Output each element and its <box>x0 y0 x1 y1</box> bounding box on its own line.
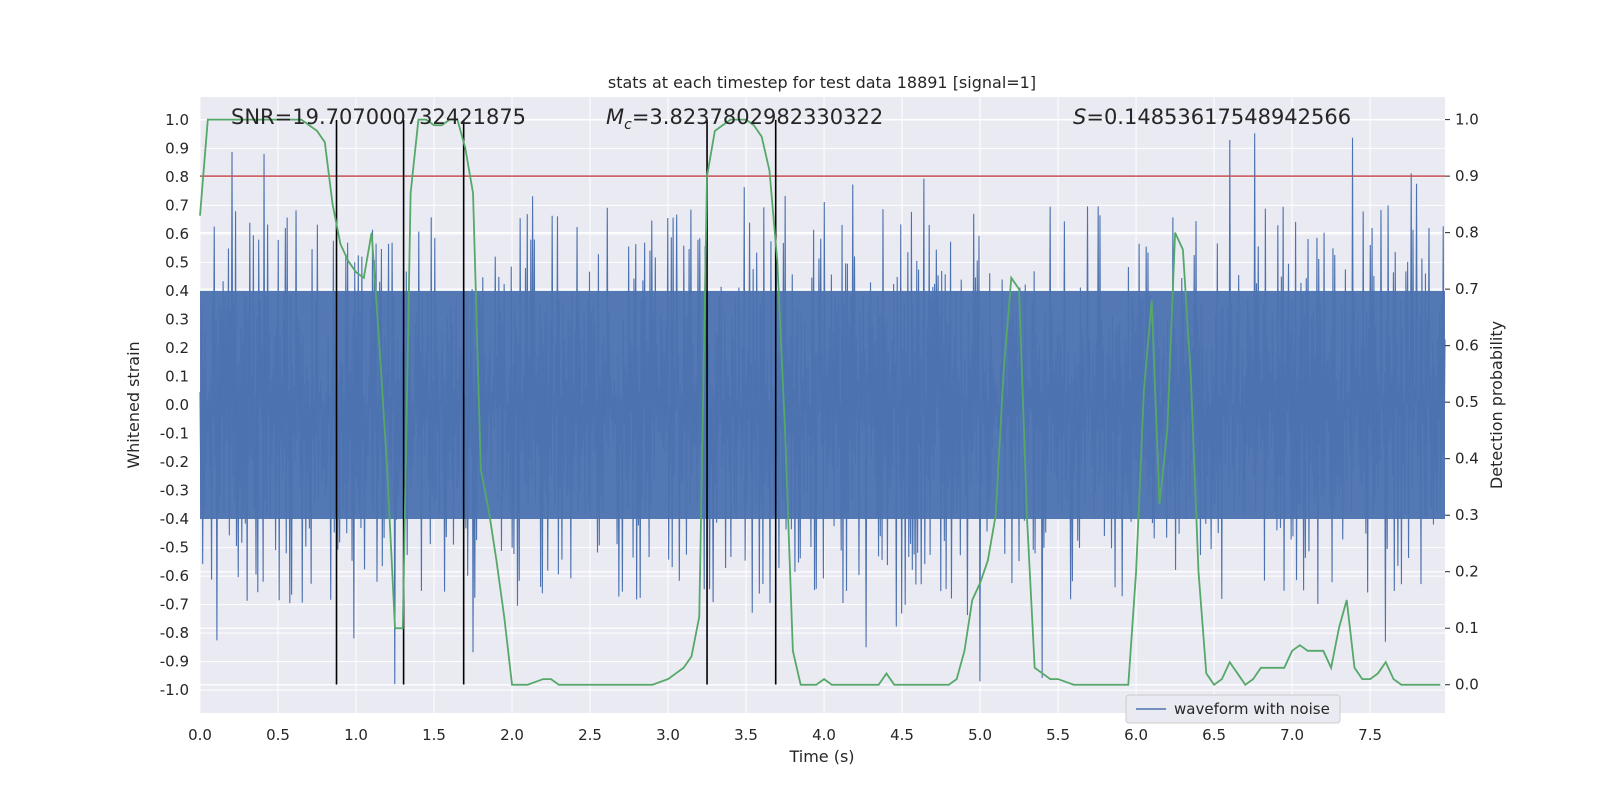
y-left-tick-12: 0.2 <box>165 339 189 357</box>
y-left-tick-3: -0.7 <box>160 596 189 614</box>
y-left-tick-14: 0.4 <box>165 282 189 300</box>
y-right-tick-3: 0.3 <box>1455 506 1479 524</box>
y-left-tick-15: 0.5 <box>165 253 189 271</box>
y-left-tick-10: 0.0 <box>165 396 189 414</box>
y-left-tick-16: 0.6 <box>165 225 189 243</box>
legend: waveform with noise <box>1125 694 1341 724</box>
x-tick-13: 6.5 <box>1202 726 1226 744</box>
probability-series <box>199 118 1441 687</box>
x-tick-7: 3.5 <box>734 726 758 744</box>
y-left-tick-7: -0.3 <box>160 482 189 500</box>
x-tick-4: 2.0 <box>500 726 524 744</box>
y-left-tick-6: -0.4 <box>160 510 189 528</box>
x-axis-ticks: 0.0 0.5 1.0 1.5 2.0 2.5 3.0 3.5 4.0 4.5 5.0 5.5 6.0 6… <box>188 726 1382 744</box>
s-annotation: S=0.14853617548942566 <box>1073 105 1351 129</box>
y-left-tick-13: 0.3 <box>165 310 189 328</box>
x-tick-14: 7.0 <box>1280 726 1304 744</box>
legend-label-waveform: waveform with noise <box>1174 700 1330 718</box>
x-tick-15: 7.5 <box>1358 726 1382 744</box>
x-tick-1: 0.5 <box>266 726 290 744</box>
x-axis-label: Time (s) <box>788 747 854 766</box>
y-right-tick-6: 0.6 <box>1455 337 1479 355</box>
x-tick-9: 4.5 <box>890 726 914 744</box>
y-right-tick-8: 0.8 <box>1455 224 1479 242</box>
y-left-tick-2: -0.8 <box>160 624 189 642</box>
y-right-tick-1: 0.1 <box>1455 619 1479 637</box>
y-right-tick-9: 0.9 <box>1455 167 1479 185</box>
y-right-tick-5: 0.5 <box>1455 393 1479 411</box>
waveform-core-band <box>200 290 1445 520</box>
y-left-tick-8: -0.2 <box>160 453 189 471</box>
y-right-tick-2: 0.2 <box>1455 563 1479 581</box>
legend-box <box>1125 694 1341 724</box>
y-right-tick-0: 0.0 <box>1455 676 1479 694</box>
chirp-mass-annotation: Mc=3.8237802982330322 <box>606 105 883 133</box>
x-tick-2: 1.0 <box>344 726 368 744</box>
y-left-axis-label: Whitened strain <box>124 341 143 468</box>
y-right-tick-4: 0.4 <box>1455 450 1479 468</box>
x-tick-0: 0.0 <box>188 726 212 744</box>
y-right-tick-10: 1.0 <box>1455 111 1479 129</box>
chart-title: stats at each timestep for test data 188… <box>608 73 1036 92</box>
s-value: =0.14853617548942566 <box>1086 105 1351 129</box>
y-right-axis-ticks: 0.0 0.1 0.2 0.3 0.4 0.5 0.6 0.7 0.8 0.9 1.0 <box>1445 111 1479 694</box>
x-tick-10: 5.0 <box>968 726 992 744</box>
x-tick-5: 2.5 <box>578 726 602 744</box>
x-tick-12: 6.0 <box>1124 726 1148 744</box>
y-left-tick-1: -0.9 <box>160 653 189 671</box>
y-left-tick-19: 0.9 <box>165 139 189 157</box>
s-symbol: S <box>1073 105 1086 129</box>
y-left-tick-17: 0.7 <box>165 196 189 214</box>
probability-line <box>199 118 1441 687</box>
x-tick-6: 3.0 <box>656 726 680 744</box>
y-left-tick-9: -0.1 <box>160 425 189 443</box>
y-right-tick-7: 0.7 <box>1455 280 1479 298</box>
snr-annotation: SNR=19.707000732421875 <box>231 105 526 129</box>
y-left-tick-5: -0.5 <box>160 539 189 557</box>
y-left-tick-11: 0.1 <box>165 367 189 385</box>
y-right-axis-label: Detection probability <box>1487 321 1506 489</box>
y-left-tick-18: 0.8 <box>165 168 189 186</box>
x-tick-3: 1.5 <box>422 726 446 744</box>
chirp-mass-value: =3.8237802982330322 <box>632 105 883 129</box>
y-left-tick-0: -1.0 <box>160 681 189 699</box>
y-left-tick-4: -0.6 <box>160 567 189 585</box>
chirp-mass-subscript: c <box>624 117 632 133</box>
chirp-mass-symbol: M <box>606 105 624 129</box>
x-tick-8: 4.0 <box>812 726 836 744</box>
y-left-axis-ticks: -1.0 -0.9 -0.8 -0.7 -0.6 -0.5 -0.4 -0.3 -0.2 -0.1… <box>160 111 189 699</box>
x-tick-11: 5.5 <box>1046 726 1070 744</box>
y-left-tick-20: 1.0 <box>165 111 189 129</box>
